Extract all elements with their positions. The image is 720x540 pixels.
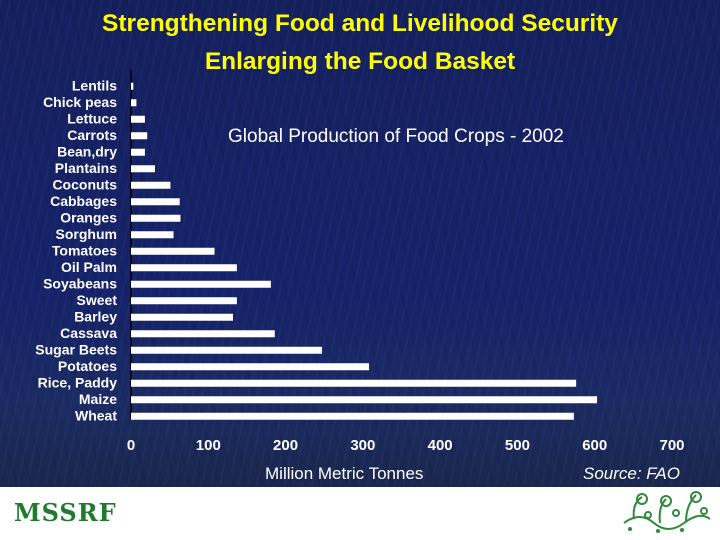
category-label-plantains: Plantains <box>55 160 117 176</box>
x-tick-500: 500 <box>505 437 530 454</box>
bar-wheat <box>131 412 574 420</box>
category-label-oranges: Oranges <box>60 209 117 225</box>
bar-cabbages <box>131 198 180 206</box>
category-label-chick-peas: Chick peas <box>43 94 117 110</box>
bar-barley <box>131 313 234 321</box>
slide-title-line1: Strengthening Food and Livelihood Securi… <box>102 10 618 37</box>
category-label-maize: Maize <box>79 391 117 407</box>
category-label-bean-dry: Bean,dry <box>57 143 117 159</box>
source-note: Source: FAO <box>583 464 680 483</box>
category-label-coconuts: Coconuts <box>52 176 117 192</box>
footer-bar <box>0 487 720 540</box>
plant-emblem-icon <box>623 491 711 533</box>
bar-plantains <box>131 165 155 173</box>
bar-soyabeans <box>131 280 271 288</box>
category-label-cassava: Cassava <box>60 325 117 341</box>
category-label-sweet: Sweet <box>77 292 118 308</box>
category-label-barley: Barley <box>74 308 117 324</box>
bar-tomatoes <box>131 247 215 255</box>
org-logo: MSSRF <box>14 498 117 527</box>
x-tick-400: 400 <box>428 437 453 454</box>
bar-cassava <box>131 330 275 338</box>
category-label-lentils: Lentils <box>72 77 117 93</box>
category-label-soyabeans: Soyabeans <box>43 275 117 291</box>
x-tick-200: 200 <box>273 437 298 454</box>
category-label-sugar-beets: Sugar Beets <box>35 341 117 357</box>
bar-lettuce <box>131 115 145 123</box>
x-tick-300: 300 <box>350 437 375 454</box>
category-label-potatoes: Potatoes <box>58 358 117 374</box>
x-tick-0: 0 <box>127 437 135 454</box>
x-tick-100: 100 <box>196 437 221 454</box>
bar-sorghum <box>131 231 174 239</box>
slide-title-line2: Enlarging the Food Basket <box>204 48 516 75</box>
bar-bean-dry <box>131 148 145 156</box>
x-tick-700: 700 <box>659 437 684 454</box>
bar-maize <box>131 396 598 404</box>
category-label-sorghum: Sorghum <box>56 226 117 242</box>
category-label-rice-paddy: Rice, Paddy <box>38 374 118 390</box>
chart-title: Global Production of Food Crops - 2002 <box>228 126 564 147</box>
bar-sweet <box>131 297 237 305</box>
x-axis-label: Million Metric Tonnes <box>265 464 424 483</box>
bar-oil-palm <box>131 264 237 272</box>
bar-sugar-beets <box>131 346 322 354</box>
bar-coconuts <box>131 181 171 189</box>
bar-carrots <box>131 132 148 140</box>
category-label-cabbages: Cabbages <box>50 193 117 209</box>
category-label-tomatoes: Tomatoes <box>52 242 117 258</box>
bar-chick-peas <box>131 99 137 107</box>
category-label-lettuce: Lettuce <box>67 110 117 126</box>
category-label-carrots: Carrots <box>67 127 117 143</box>
bar-rice-paddy <box>131 379 577 387</box>
category-label-wheat: Wheat <box>75 407 117 423</box>
bar-potatoes <box>131 363 370 371</box>
bar-oranges <box>131 214 181 222</box>
category-label-oil-palm: Oil Palm <box>61 259 117 275</box>
x-tick-600: 600 <box>582 437 607 454</box>
bar-lentils <box>131 82 134 90</box>
